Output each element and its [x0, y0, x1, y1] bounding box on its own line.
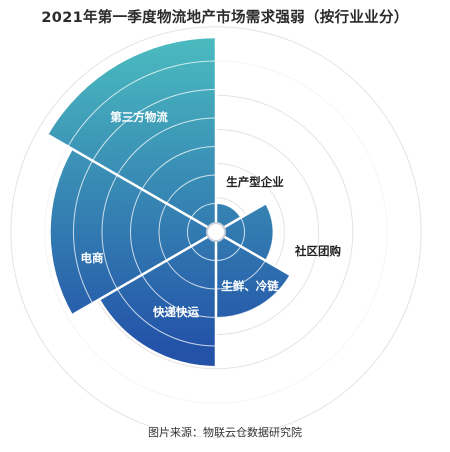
sector-label-1: 社区团购 [294, 244, 341, 258]
sector-label-0: 生产型企业 [226, 175, 284, 189]
sector-4 [50, 149, 216, 315]
sector-label-2: 生鲜、冷链 [221, 279, 279, 293]
center-circle [206, 222, 226, 242]
grid-ring [10, 26, 422, 438]
sector-3 [100, 232, 216, 366]
chart-title: 2021年第一季度物流地产市场需求强弱（按行业业分） [41, 10, 409, 26]
sector-divider [47, 134, 217, 234]
source-note: 图片来源：物联云仓数据研究院 [148, 426, 302, 439]
sector-5 [48, 38, 216, 232]
sector-label-5: 第三方物流 [110, 110, 168, 124]
sector-divider [72, 230, 217, 316]
sector-label-3: 快递快运 [152, 305, 199, 319]
sector-label-4: 电商 [81, 251, 104, 265]
sector-divider [215, 230, 291, 276]
